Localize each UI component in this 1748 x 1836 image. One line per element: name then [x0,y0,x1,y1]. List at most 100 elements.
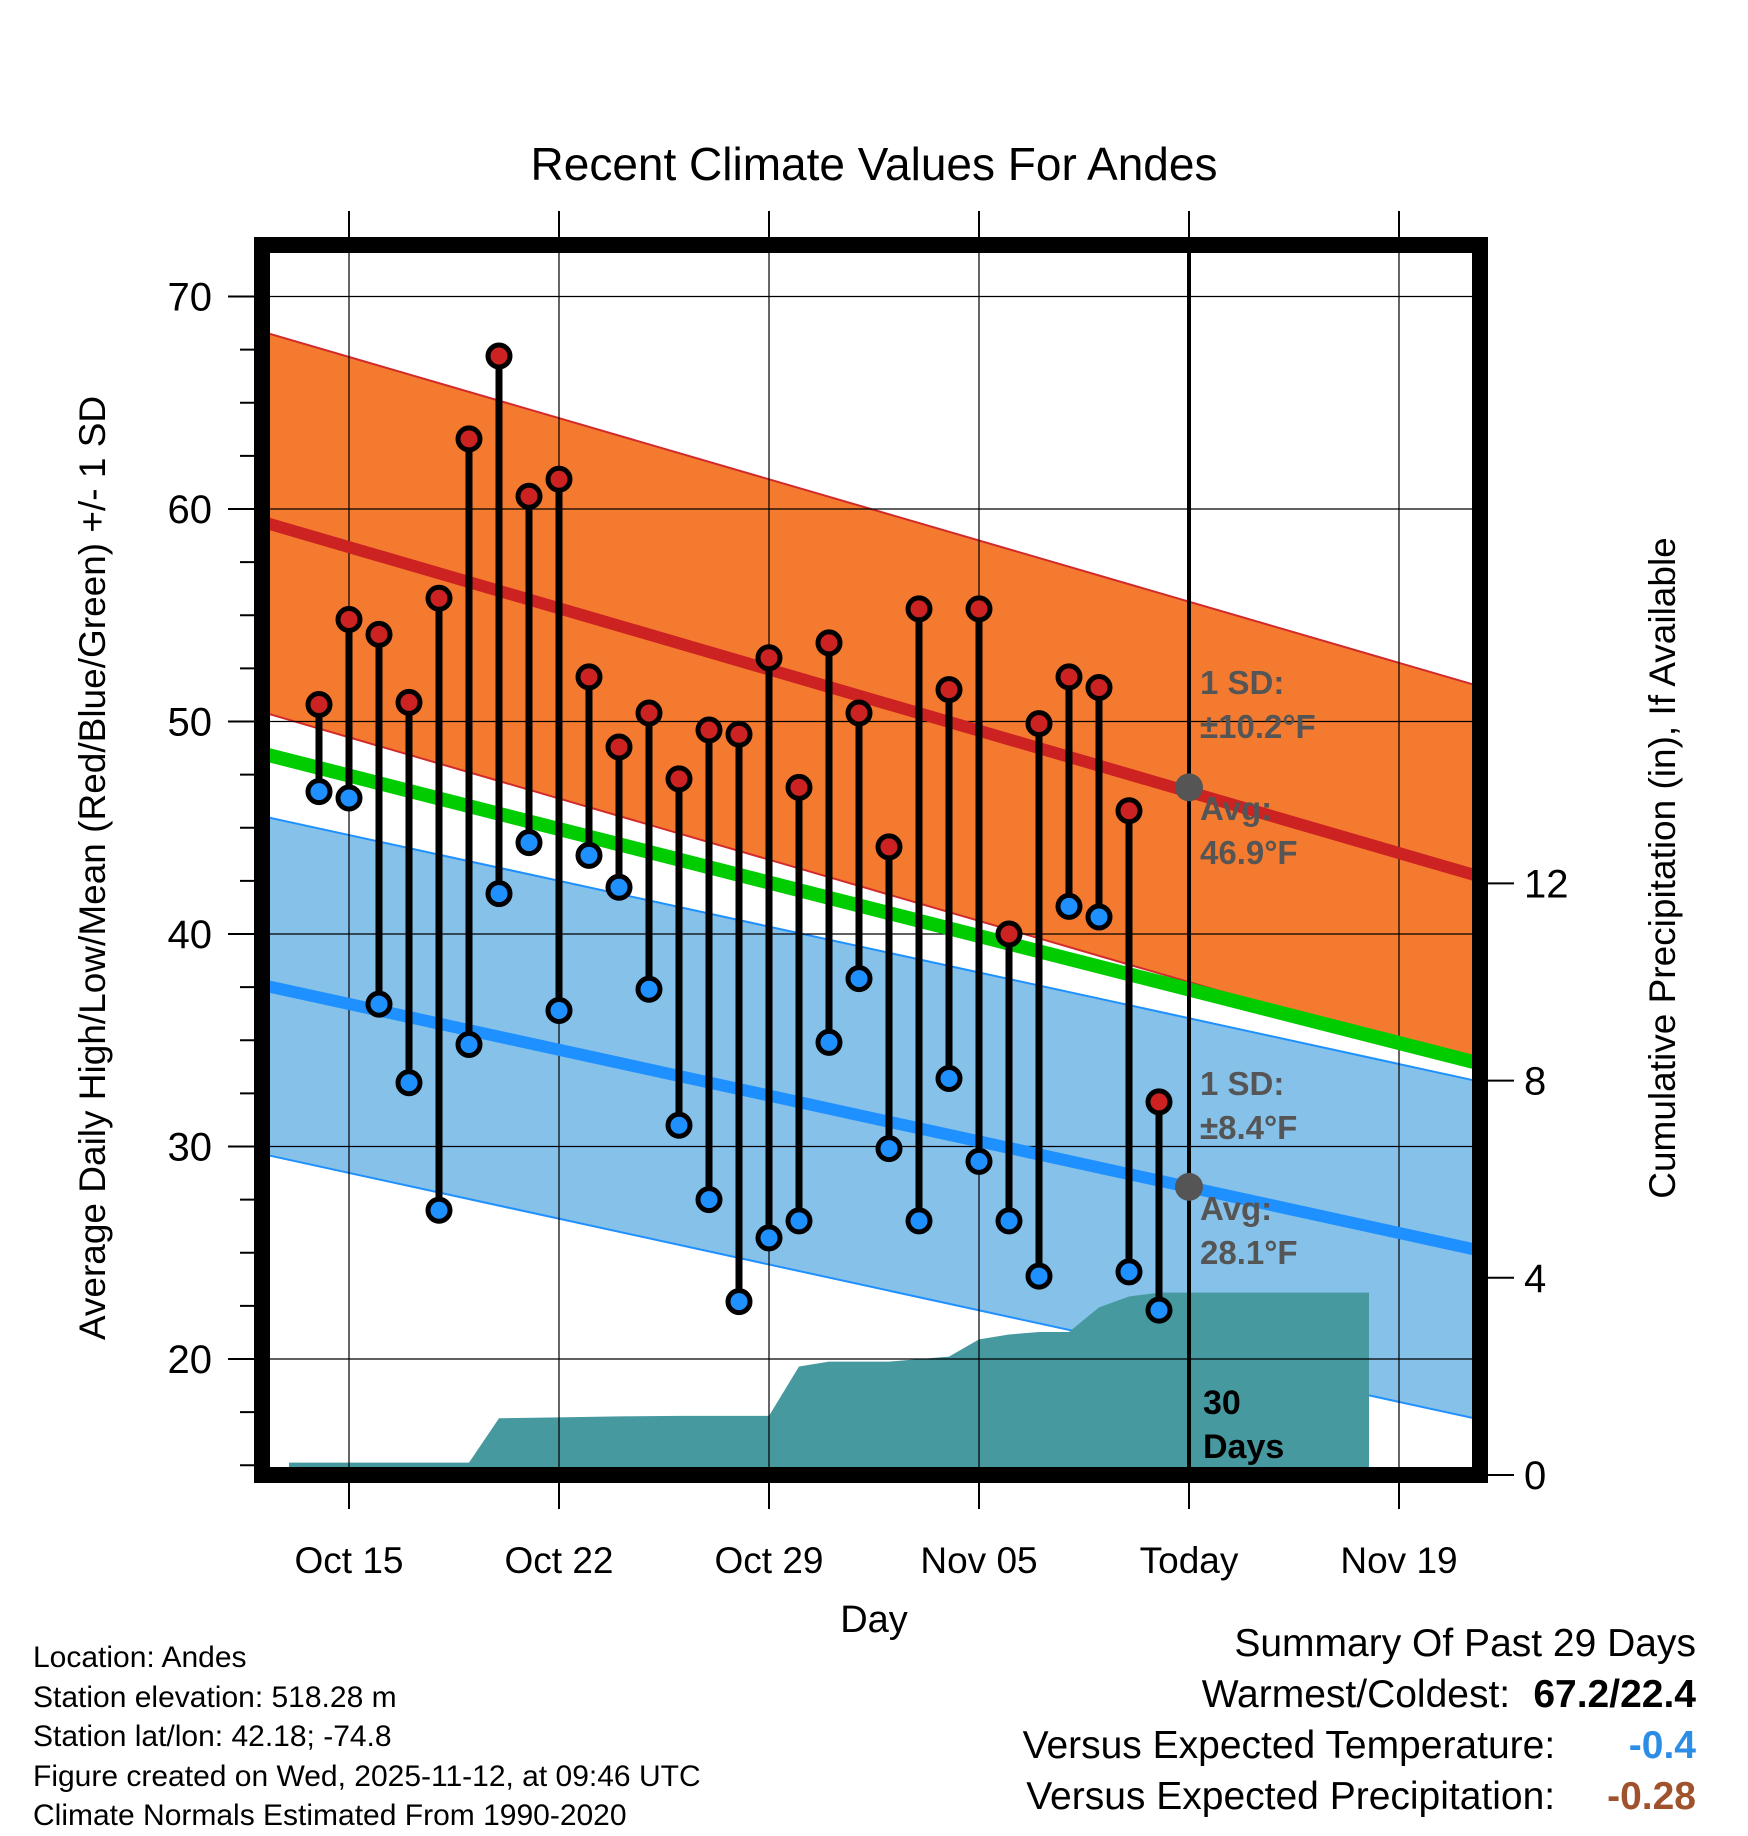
high-avg-value: 46.9°F [1200,834,1298,871]
high-temp-marker [635,699,663,727]
summary-precip-row: Versus Expected Precipitation: -0.28 [1023,1771,1696,1822]
low-temp-marker [1115,1258,1143,1286]
precip-anomaly-label: Versus Expected Precipitation: [1026,1775,1556,1818]
y-tick-label: 40 [168,913,213,957]
y-tick-label: 20 [168,1338,213,1382]
x-tick-label: Nov 05 [920,1540,1037,1581]
normals-text: Climate Normals Estimated From 1990-2020 [33,1799,627,1832]
summary-panel: Summary Of Past 29 Days Warmest/Coldest:… [1023,1618,1696,1822]
high-temp-marker [605,733,633,761]
x-tick-label: Today [1140,1540,1239,1581]
high-temp-marker [965,595,993,623]
y2-tick-label: 8 [1524,1060,1546,1104]
high-temp-marker [785,773,813,801]
plot-border [254,237,1488,1483]
low-temp-marker [425,1196,453,1224]
low-temp-marker [545,997,573,1024]
x-tick-label: Oct 15 [295,1540,404,1581]
summary-warmest-row: Warmest/Coldest: 67.2/22.4 [1023,1669,1696,1720]
low-temp-marker [1085,903,1113,931]
high-temp-marker [545,465,573,493]
y-tick-label: 60 [168,488,213,532]
x-tick-label: Nov 19 [1340,1540,1457,1581]
low-temp-marker [605,873,633,901]
summary-temp-row: Versus Expected Temperature: -0.4 [1023,1720,1696,1771]
daily-markers [305,342,1173,1324]
normal-lines [260,515,1482,1257]
low-sd-label: 1 SD: [1200,1065,1284,1102]
station-info: Location: Andes Station elevation: 518.2… [33,1638,701,1836]
y-axis-label: Average Daily High/Low/Mean (Red/Blue/Gr… [72,396,113,1340]
created-text: Figure created on Wed, 2025-11-12, at 09… [33,1759,701,1793]
low-avg-today-dot [1175,1172,1203,1201]
high-temp-marker [1085,674,1113,701]
low-temp-marker [395,1069,423,1097]
low-temp-marker [725,1288,753,1316]
high-temp-marker [305,691,333,718]
high-temp-marker [515,482,543,510]
low-temp-marker [965,1147,993,1175]
temp-anomaly-label: Versus Expected Temperature: [1022,1724,1556,1767]
warmest-value: 67.2/22.4 [1533,1673,1696,1716]
high-temp-marker [1145,1088,1173,1116]
high-temp-marker [755,644,783,672]
y-tick-label: 30 [168,1126,213,1170]
y2-axis-label: Cumulative Precipitation (in), If Availa… [1642,537,1683,1199]
elevation-text: Station elevation: 518.28 m [33,1680,397,1714]
y2-tick-label: 4 [1524,1257,1546,1301]
high-sd-value: ±10.2°F [1200,708,1316,745]
precip-anomaly-value: -0.28 [1607,1775,1696,1818]
low-temp-marker [935,1065,963,1092]
high-temp-marker [905,595,933,623]
low-temp-marker [335,784,363,812]
high-temp-marker [995,920,1023,948]
low-temp-marker [485,880,513,908]
days-word: Days [1203,1428,1284,1466]
low-temp-marker [515,829,543,857]
axes: 20 30 40 50 60 70 0 4 8 12 Oct 15 Oct 22 Oct 29 Nov 0… [168,211,1569,1581]
warmest-label: Warmest/Coldest: [1201,1673,1511,1716]
high-temp-marker [935,676,963,704]
daily-stems [315,356,1163,1311]
temp-anomaly-value: -0.4 [1628,1724,1696,1767]
high-temp-marker [425,584,453,612]
plot-frame [254,237,1488,1483]
low-temp-marker [845,965,873,993]
y2-tick-label: 0 [1524,1454,1546,1498]
low-temp-marker [1055,892,1083,920]
low-temp-marker [365,990,393,1018]
low-sd-upper-edge [261,815,1481,1083]
low-temp-marker [1145,1296,1173,1324]
gridlines [262,245,1480,1475]
low-temp-marker [305,778,333,806]
x-tick-label: Oct 22 [505,1540,614,1581]
low-temp-marker [875,1135,903,1163]
high-temp-marker [1115,797,1143,825]
high-temp-marker [365,620,393,648]
low-avg-label: Avg: [1200,1190,1272,1227]
low-temp-marker [635,975,663,1003]
low-temp-marker [665,1111,693,1139]
summary-title: Summary Of Past 29 Days [1234,1622,1696,1665]
high-temp-marker [395,688,423,716]
low-temp-marker [905,1207,933,1235]
low-temp-marker [785,1207,813,1235]
high-temp-marker [485,342,513,370]
high-temp-marker [845,699,873,727]
low-avg-value: 28.1°F [1200,1234,1298,1271]
y-tick-label: 70 [168,276,213,320]
high-temp-marker [725,720,753,748]
y2-tick-label: 12 [1524,862,1569,906]
annotations: 1 SD: ±10.2°F Avg: 46.9°F 1 SD: ±8.4°F Avg: 28.… [1175,664,1316,1466]
high-avg-label: Avg: [1200,790,1272,827]
high-temp-marker [335,606,363,633]
high-normal-line [260,515,1482,883]
high-avg-today-dot [1175,773,1203,802]
x-axis-label: Day [840,1599,908,1641]
mean-normal-line [260,746,1482,1071]
high-temp-marker [1055,663,1083,691]
high-temp-marker [455,425,483,453]
low-normal-line [260,979,1482,1257]
chart-title: Recent Climate Values For Andes [531,138,1218,190]
